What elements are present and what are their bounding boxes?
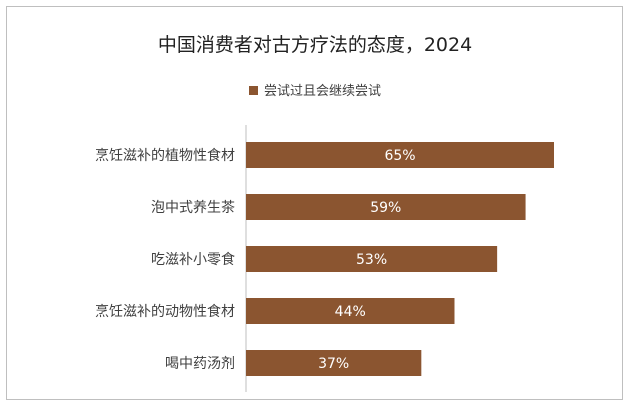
data-label: 65% [384, 148, 415, 164]
category-tick-label: 吃滋补小零食 [151, 251, 235, 268]
legend-swatch [248, 86, 258, 95]
category-tick-label: 喝中药汤剂 [165, 356, 235, 372]
category-tick-label: 泡中式养生茶 [151, 200, 235, 216]
chart-legend: 尝试过且会继续尝试 [0, 80, 630, 99]
bar [246, 142, 554, 168]
data-label: 53% [356, 252, 387, 268]
bar [246, 194, 526, 220]
bar [246, 350, 422, 376]
bar [246, 298, 455, 324]
legend-label: 尝试过且会继续尝试 [263, 84, 381, 99]
bar [246, 246, 498, 272]
data-label: 37% [318, 356, 349, 372]
category-tick-label: 烹饪滋补的动物性食材 [95, 303, 235, 320]
chart-title: 中国消费者对古方疗法的态度，2024 [157, 34, 473, 56]
data-label: 44% [335, 304, 366, 320]
data-label: 59% [370, 200, 401, 216]
category-tick-label: 烹饪滋补的植物性食材 [95, 147, 235, 164]
